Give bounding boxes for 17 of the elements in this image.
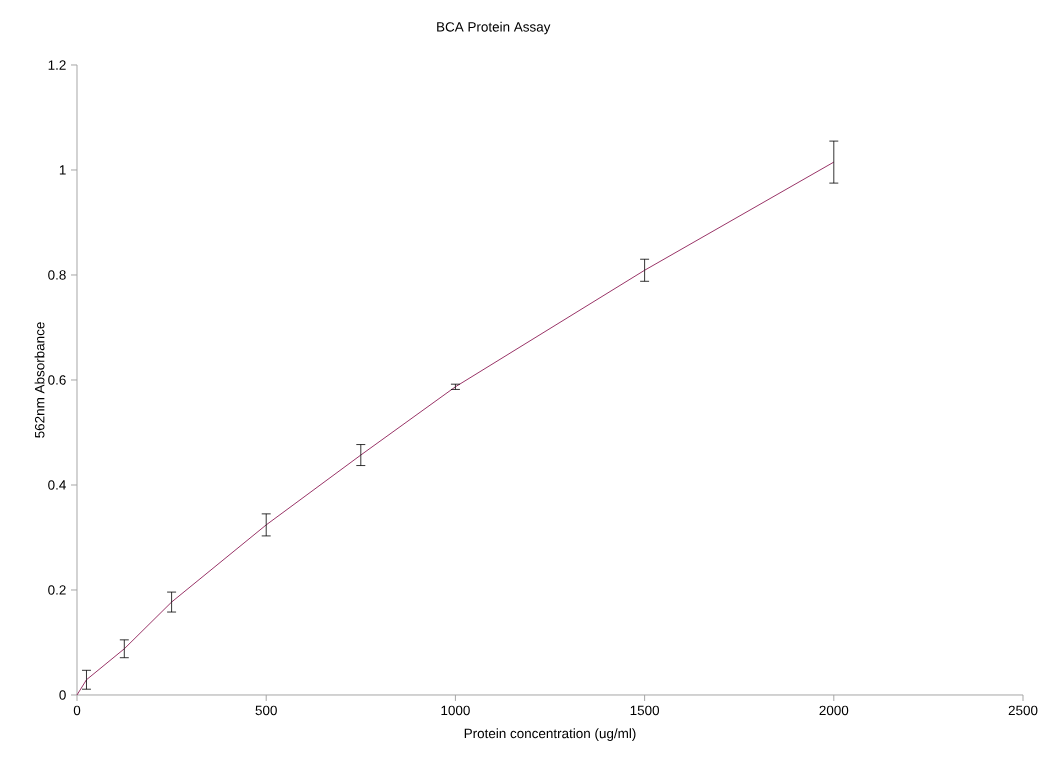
x-tick-label: 2500 bbox=[1008, 705, 1038, 716]
x-tick-label: 1500 bbox=[630, 705, 660, 716]
x-tick-label: 2000 bbox=[819, 705, 849, 716]
line-series bbox=[76, 161, 835, 696]
x-tick-label: 1000 bbox=[441, 705, 470, 716]
x-tick-label: 500 bbox=[255, 705, 277, 716]
y-tick-label: 0 bbox=[59, 690, 66, 700]
y-tick-label: 1.2 bbox=[48, 60, 66, 70]
y-axis-title: 562nm Absorbance bbox=[34, 322, 45, 438]
x-tick-label: 0 bbox=[73, 705, 81, 716]
x-axis-title: Protein concentration (ug/ml) bbox=[464, 728, 636, 741]
y-tick-label: 1 bbox=[59, 165, 66, 175]
y-tick-label: 0.2 bbox=[48, 585, 66, 595]
y-tick-label: 0.8 bbox=[48, 270, 66, 280]
y-tick-label: 0.6 bbox=[48, 375, 66, 385]
y-tick-label: 0.4 bbox=[48, 480, 66, 490]
chart-title: BCA Protein Assay bbox=[437, 21, 551, 35]
